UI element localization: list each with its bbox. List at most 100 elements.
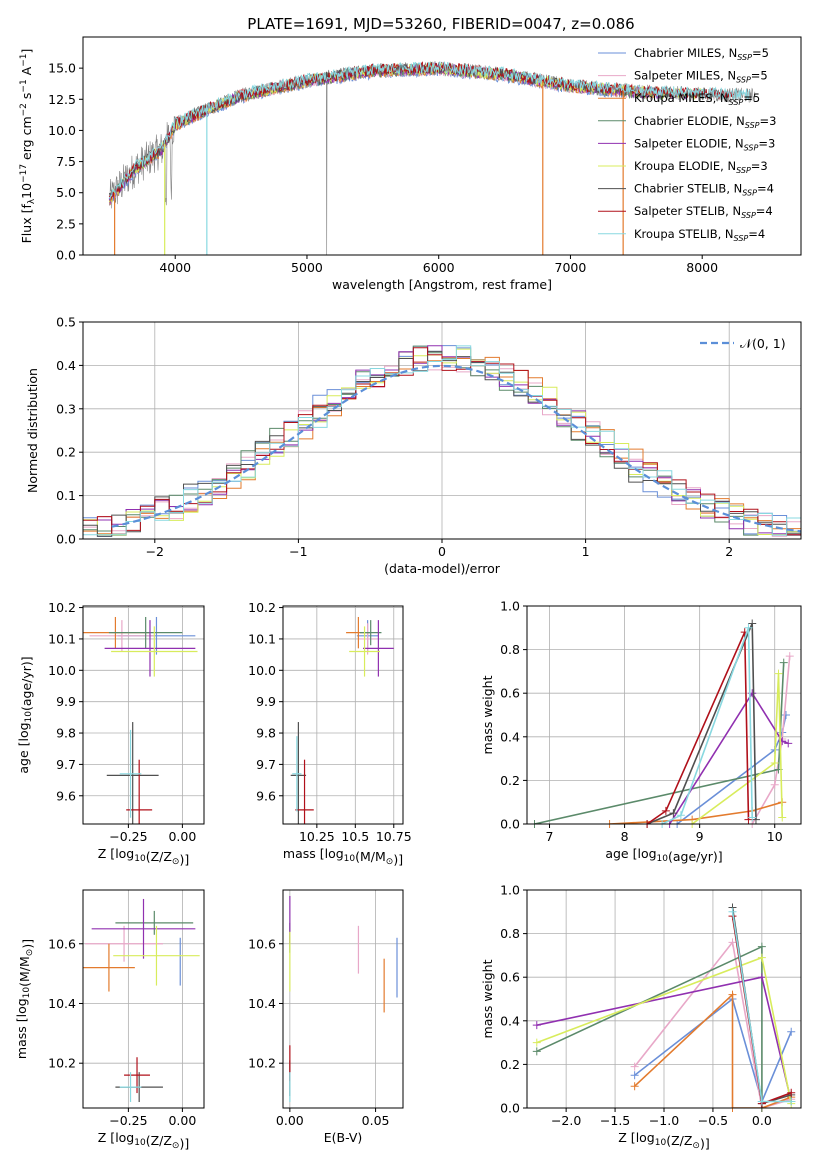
errorbar-point xyxy=(295,759,314,824)
y-tick-label: 9.7 xyxy=(256,757,276,772)
x-tick-label: 8000 xyxy=(686,260,718,275)
x-tick-label: −2.0 xyxy=(551,1113,581,1128)
errorbar-point xyxy=(363,620,394,677)
y-tick-label: 0.0 xyxy=(500,817,520,832)
series-salpeter-elodie xyxy=(668,691,789,824)
errorbar-point xyxy=(83,943,135,992)
axes-frame xyxy=(282,889,404,1109)
y-tick-label: 9.8 xyxy=(256,726,276,741)
series-chabrier-miles xyxy=(634,997,792,1104)
axes-frame xyxy=(526,889,802,1109)
marker-plus xyxy=(785,652,794,661)
y-tick-label: 10.1 xyxy=(248,631,276,646)
y-tick-label: 0.2 xyxy=(500,1057,520,1072)
figure-title: PLATE=1691, MJD=53260, FIBERID=0047, z=0… xyxy=(247,15,634,33)
errorbar-point xyxy=(113,925,200,986)
x-tick-label: 6000 xyxy=(423,260,455,275)
y-tick-label: 0.3 xyxy=(56,401,76,416)
chart-weight-vs-age: 7 8 9 10 0.0 0.2 0.4 0.6 0.8 1.0 age [log10(age/yr… xyxy=(480,599,802,864)
x-axis-label: E(B-V) xyxy=(324,1130,363,1145)
axes-frame xyxy=(82,889,205,1109)
errorbar-point xyxy=(91,898,196,959)
legend-label: Kroupa MILES, NSSP=5 xyxy=(634,91,760,107)
marker-plus xyxy=(770,758,779,767)
y-tick-label: 10.6 xyxy=(48,936,76,951)
errorbar-point xyxy=(358,623,377,655)
marker-plus xyxy=(532,1021,541,1030)
x-tick-label: 0.00 xyxy=(276,1113,304,1128)
marker-plus xyxy=(757,973,766,982)
x-axis-label: mass [log10(M/M⊙)] xyxy=(283,846,403,867)
y-tick-label: 0.5 xyxy=(56,315,76,330)
legend-label: 𝒩(0, 1) xyxy=(740,336,786,351)
marker-plus xyxy=(757,953,766,962)
series-kroupa-elodie xyxy=(691,673,783,824)
marker-plus xyxy=(757,1097,766,1106)
chart-weight-vs-Z: −2.0 −1.5 −1.0 −0.5 0.0 0.0 0.2 0.4 0.6 0.8 1.0 Z [… xyxy=(480,883,802,1151)
y-tick-label: 7.5 xyxy=(56,154,76,169)
y-tick-label: 9.7 xyxy=(56,757,76,772)
legend-label: Kroupa STELIB, NSSP=4 xyxy=(634,227,765,243)
errorbar-point xyxy=(290,722,307,824)
hist-salpeter-stelib xyxy=(83,347,801,536)
x-tick-label: 0.0 xyxy=(752,1113,772,1128)
y-tick-label: 0.6 xyxy=(500,686,520,701)
x-tick-label: 10.75 xyxy=(376,829,412,844)
y-tick-label: 10.1 xyxy=(48,631,76,646)
y-tick-label: 10.2 xyxy=(248,1056,276,1071)
x-tick-label: 0.05 xyxy=(362,1113,390,1128)
series-standard-normal xyxy=(111,364,801,533)
y-tick-label: 9.9 xyxy=(56,694,76,709)
x-tick-label: −2 xyxy=(146,544,164,559)
x-tick-label: −1 xyxy=(289,544,307,559)
x-tick-label: −0.25 xyxy=(109,1113,147,1128)
x-tick-label: 10.25 xyxy=(299,829,335,844)
x-tick-label: 9 xyxy=(696,829,704,844)
y-tick-label: 0.4 xyxy=(56,358,76,373)
y-tick-label: 0.6 xyxy=(500,970,520,985)
errorbar-point xyxy=(89,620,155,652)
marker-plus xyxy=(779,658,788,667)
x-axis-label: Z [log10(Z/Z⊙)] xyxy=(98,846,189,867)
y-tick-label: 0.1 xyxy=(56,488,76,503)
y-tick-label: 0.0 xyxy=(56,532,76,547)
x-tick-label: −1.5 xyxy=(600,1113,630,1128)
legend-label: Salpeter MILES, NSSP=5 xyxy=(634,69,768,85)
x-tick-label: −0.5 xyxy=(698,1113,728,1128)
x-tick-label: 8 xyxy=(621,829,629,844)
y-tick-label: 9.8 xyxy=(56,726,76,741)
y-tick-label: 10.4 xyxy=(248,996,276,1011)
marker-plus xyxy=(744,623,753,632)
y-tick-label: 12.5 xyxy=(48,92,76,107)
errorbar-point xyxy=(111,626,198,677)
errorbar-point xyxy=(349,626,380,677)
y-tick-label: 5.0 xyxy=(56,185,76,200)
y-tick-label: 0.0 xyxy=(500,1101,520,1116)
y-tick-label: 9.9 xyxy=(256,694,276,709)
series-chabrier-stelib xyxy=(109,61,719,199)
marker-plus xyxy=(532,1038,541,1047)
marker-plus xyxy=(757,942,766,951)
series-kroupa-stelib xyxy=(661,627,753,824)
marker-plus xyxy=(778,813,787,822)
y-tick-label: 10.6 xyxy=(248,936,276,951)
series-chabrier-miles xyxy=(676,714,787,824)
marker-plus xyxy=(728,990,737,999)
x-axis-label: Z [log10(Z/Z⊙)] xyxy=(618,1130,709,1151)
marker-plus xyxy=(630,1062,639,1071)
series-salpeter-miles xyxy=(751,656,791,824)
marker-plus xyxy=(774,669,783,678)
chart-mass-vs-EBV: 0.00 0.05 10.2 10.4 10.6 E(B-V) xyxy=(248,889,404,1145)
x-axis-label: Z [log10(Z/Z⊙)] xyxy=(98,1130,189,1151)
y-tick-label: 0.2 xyxy=(500,773,520,788)
legend-label: Chabrier STELIB, NSSP=4 xyxy=(634,182,774,198)
y-axis-label: mass weight xyxy=(480,959,495,1038)
marker-plus xyxy=(532,1047,541,1056)
x-tick-label: 1 xyxy=(582,544,590,559)
series-salpeter-miles xyxy=(633,940,792,1108)
x-tick-label: 7000 xyxy=(555,260,587,275)
errorbar-point xyxy=(119,729,142,818)
marker-plus xyxy=(787,1097,796,1106)
marker-plus xyxy=(781,711,790,719)
series-chabrier-stelib xyxy=(646,623,757,824)
